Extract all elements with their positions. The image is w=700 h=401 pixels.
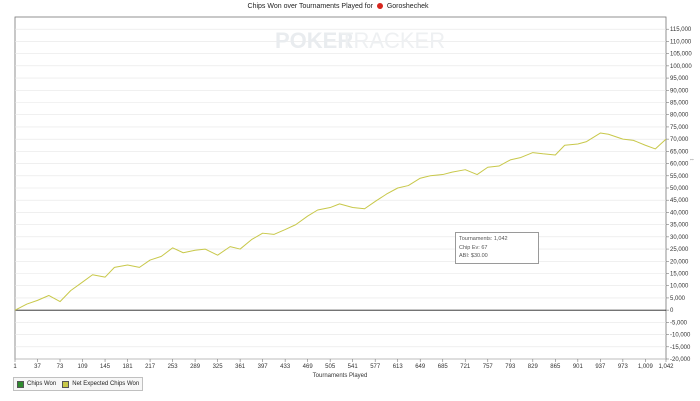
x-tick-label: 469 (303, 364, 314, 370)
y-tick-label: 110,000 (670, 39, 692, 45)
y-tick-label: 45,000 (670, 198, 689, 204)
x-tick-label: 865 (550, 364, 561, 370)
legend-swatch-net-expected (62, 380, 70, 388)
side-handle-icon[interactable]: ⇔ (689, 157, 695, 163)
x-axis-ticks: 1 37 73 109 145 181 217 253 289 325 361 397 433 469 50… (13, 359, 674, 370)
y-tick-label: 115,000 (670, 27, 692, 33)
legend-label-net-expected: Net Expected Chips Won (72, 381, 140, 387)
x-tick-label: 217 (145, 364, 156, 370)
y-tick-label: 90,000 (670, 88, 689, 94)
tooltip-abi: ABI: $30.00 (459, 253, 488, 260)
x-tick-label: 793 (505, 364, 516, 370)
y-axis-ticks: -20,000 -15,000 -10,000 -5,000 0 5,000 10,000 1… (666, 27, 692, 363)
watermark-tracker: TRACKER (340, 28, 445, 53)
y-tick-label: 30,000 (670, 235, 689, 241)
y-tick-label: 0 (670, 308, 674, 314)
y-tick-label: 10,000 (670, 284, 689, 290)
y-tick-label: 80,000 (670, 113, 689, 119)
x-tick-label: 109 (78, 364, 89, 370)
x-tick-label: 541 (348, 364, 359, 370)
tooltip-chip-ev: Chip Ev: 67 (459, 244, 488, 251)
x-axis-label: Tournaments Played (313, 373, 368, 379)
series-line-net-expected-chips-won[interactable] (14, 132, 667, 311)
y-tick-label: 35,000 (670, 223, 689, 229)
y-tick-label: 55,000 (670, 174, 689, 180)
y-tick-label: -10,000 (670, 333, 691, 339)
x-tick-label: 397 (258, 364, 269, 370)
x-tick-label: 649 (415, 364, 426, 370)
y-tick-label: 70,000 (670, 137, 689, 143)
x-tick-label: 757 (483, 364, 494, 370)
x-tick-label: 181 (123, 364, 134, 370)
y-tick-label: 20,000 (670, 259, 689, 265)
x-tick-label: 361 (235, 364, 246, 370)
x-tick-label: 253 (168, 364, 179, 370)
legend-item-net-expected[interactable]: Net Expected Chips Won (62, 380, 140, 388)
y-tick-label: -5,000 (670, 320, 688, 326)
x-tick-label: 73 (57, 364, 64, 370)
tooltip-tournaments: Tournaments: 1,042 (459, 236, 508, 242)
y-tick-label: 60,000 (670, 162, 689, 168)
x-tick-label: 325 (213, 364, 224, 370)
chart-tooltip: Tournaments: 1,042 Chip Ev: 67 ABI: $30.… (455, 232, 539, 264)
y-tick-label: -15,000 (670, 345, 691, 351)
x-tick-label: 901 (573, 364, 584, 370)
y-tick-label: 40,000 (670, 210, 689, 216)
x-tick-label: 505 (325, 364, 336, 370)
series-layer[interactable] (14, 132, 667, 311)
y-tick-label: 75,000 (670, 125, 689, 131)
x-tick-label: 721 (460, 364, 471, 370)
chart-title-text: Chips Won over Tournaments Played for (247, 3, 373, 10)
x-tick-label: 937 (595, 364, 606, 370)
y-tick-label: 100,000 (670, 64, 692, 70)
legend-label-chips-won: Chips Won (27, 381, 57, 387)
y-tick-label: 15,000 (670, 272, 689, 278)
legend-swatch-chips-won (17, 380, 24, 388)
country-flag-icon (376, 3, 383, 9)
x-tick-label: 145 (100, 364, 111, 370)
x-tick-label: 613 (393, 364, 404, 370)
watermark-poker: POKER (275, 28, 353, 53)
x-tick-label: 289 (190, 364, 201, 370)
chart-title-player: Goroshechek (386, 3, 429, 10)
y-tick-label: 25,000 (670, 247, 689, 253)
y-tick-label: 95,000 (670, 76, 689, 82)
x-tick-label: 829 (528, 364, 539, 370)
y-tick-label: 50,000 (670, 186, 689, 192)
y-tick-label: 85,000 (670, 101, 689, 107)
x-tick-label: 37 (34, 364, 41, 370)
x-tick-label: 1,042 (658, 364, 674, 370)
grid-layer (15, 28, 666, 360)
y-tick-label: 5,000 (670, 296, 686, 302)
legend-item-chips-won[interactable]: Chips Won (17, 380, 57, 388)
chart-title: Chips Won over Tournaments Played for Go… (0, 3, 676, 10)
y-tick-label: 65,000 (670, 149, 689, 155)
y-tick-label: -20,000 (670, 357, 691, 363)
x-tick-label: 1,009 (638, 364, 654, 370)
x-tick-label: 577 (370, 364, 381, 370)
chart-legend: Chips Won Net Expected Chips Won (13, 377, 144, 391)
x-tick-label: 685 (438, 364, 449, 370)
y-tick-label: 105,000 (670, 52, 692, 58)
x-tick-label: 433 (280, 364, 291, 370)
x-tick-label: 973 (618, 364, 629, 370)
x-tick-label: 1 (13, 364, 17, 370)
